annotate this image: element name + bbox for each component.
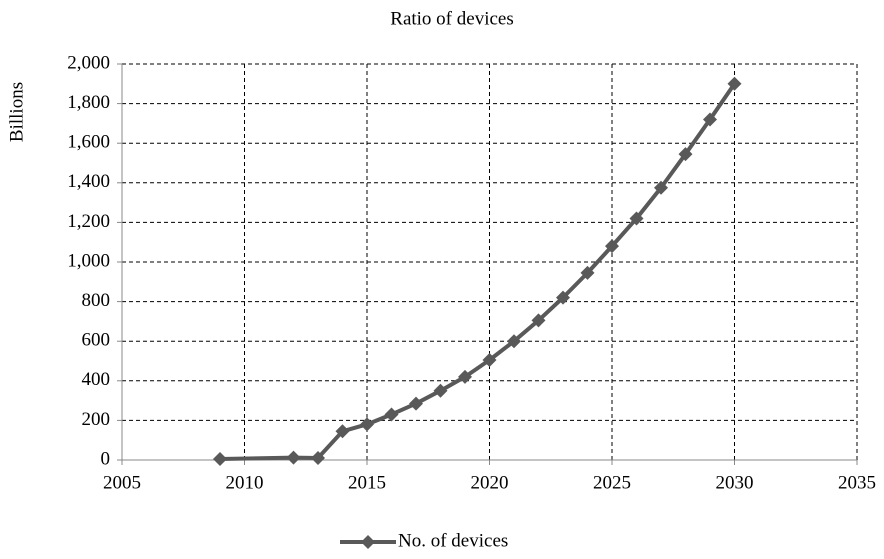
data-point — [360, 417, 374, 432]
data-point — [433, 383, 448, 398]
chart-title: Ratio of devices — [390, 8, 513, 29]
x-tick-label: 2010 — [226, 472, 264, 493]
legend-label: No. of devices — [398, 530, 508, 551]
y-tick-label: 1,800 — [67, 92, 110, 113]
data-point — [605, 239, 619, 254]
y-tick-label: 600 — [82, 330, 111, 351]
x-tick-label: 2005 — [103, 472, 141, 493]
x-tick-label: 2015 — [348, 472, 386, 493]
data-point — [703, 112, 717, 127]
data-point — [580, 265, 595, 280]
x-tick-label: 2020 — [471, 472, 509, 493]
y-tick-label: 1,400 — [67, 171, 110, 192]
legend-marker — [361, 535, 375, 549]
x-tick-label: 2030 — [716, 472, 754, 493]
series-line — [219, 82, 737, 462]
data-point — [482, 353, 497, 368]
x-tick-label: 2025 — [593, 472, 631, 493]
data-point — [678, 147, 693, 162]
data-point — [727, 76, 742, 91]
data-point — [409, 396, 423, 411]
data-point — [531, 313, 546, 328]
data-point — [654, 180, 668, 195]
data-point — [213, 452, 227, 467]
data-point — [556, 290, 570, 305]
data-point — [335, 424, 350, 439]
y-tick-label: 200 — [82, 409, 111, 430]
y-tick-label: 0 — [101, 448, 111, 469]
data-point — [629, 211, 644, 226]
y-tick-label: 1,000 — [67, 250, 110, 271]
y-tick-label: 1,600 — [67, 132, 110, 153]
x-tick-label: 2035 — [838, 472, 876, 493]
y-axis-label: Billions — [6, 82, 27, 142]
y-tick-label: 2,000 — [67, 52, 110, 73]
y-tick-label: 800 — [82, 290, 111, 311]
y-tick-label: 400 — [82, 369, 111, 390]
data-point — [507, 334, 521, 349]
data-point — [384, 407, 399, 422]
data-point — [311, 451, 325, 466]
data-point — [286, 450, 301, 465]
data-point — [458, 369, 472, 384]
y-tick-label: 1,200 — [67, 211, 110, 232]
